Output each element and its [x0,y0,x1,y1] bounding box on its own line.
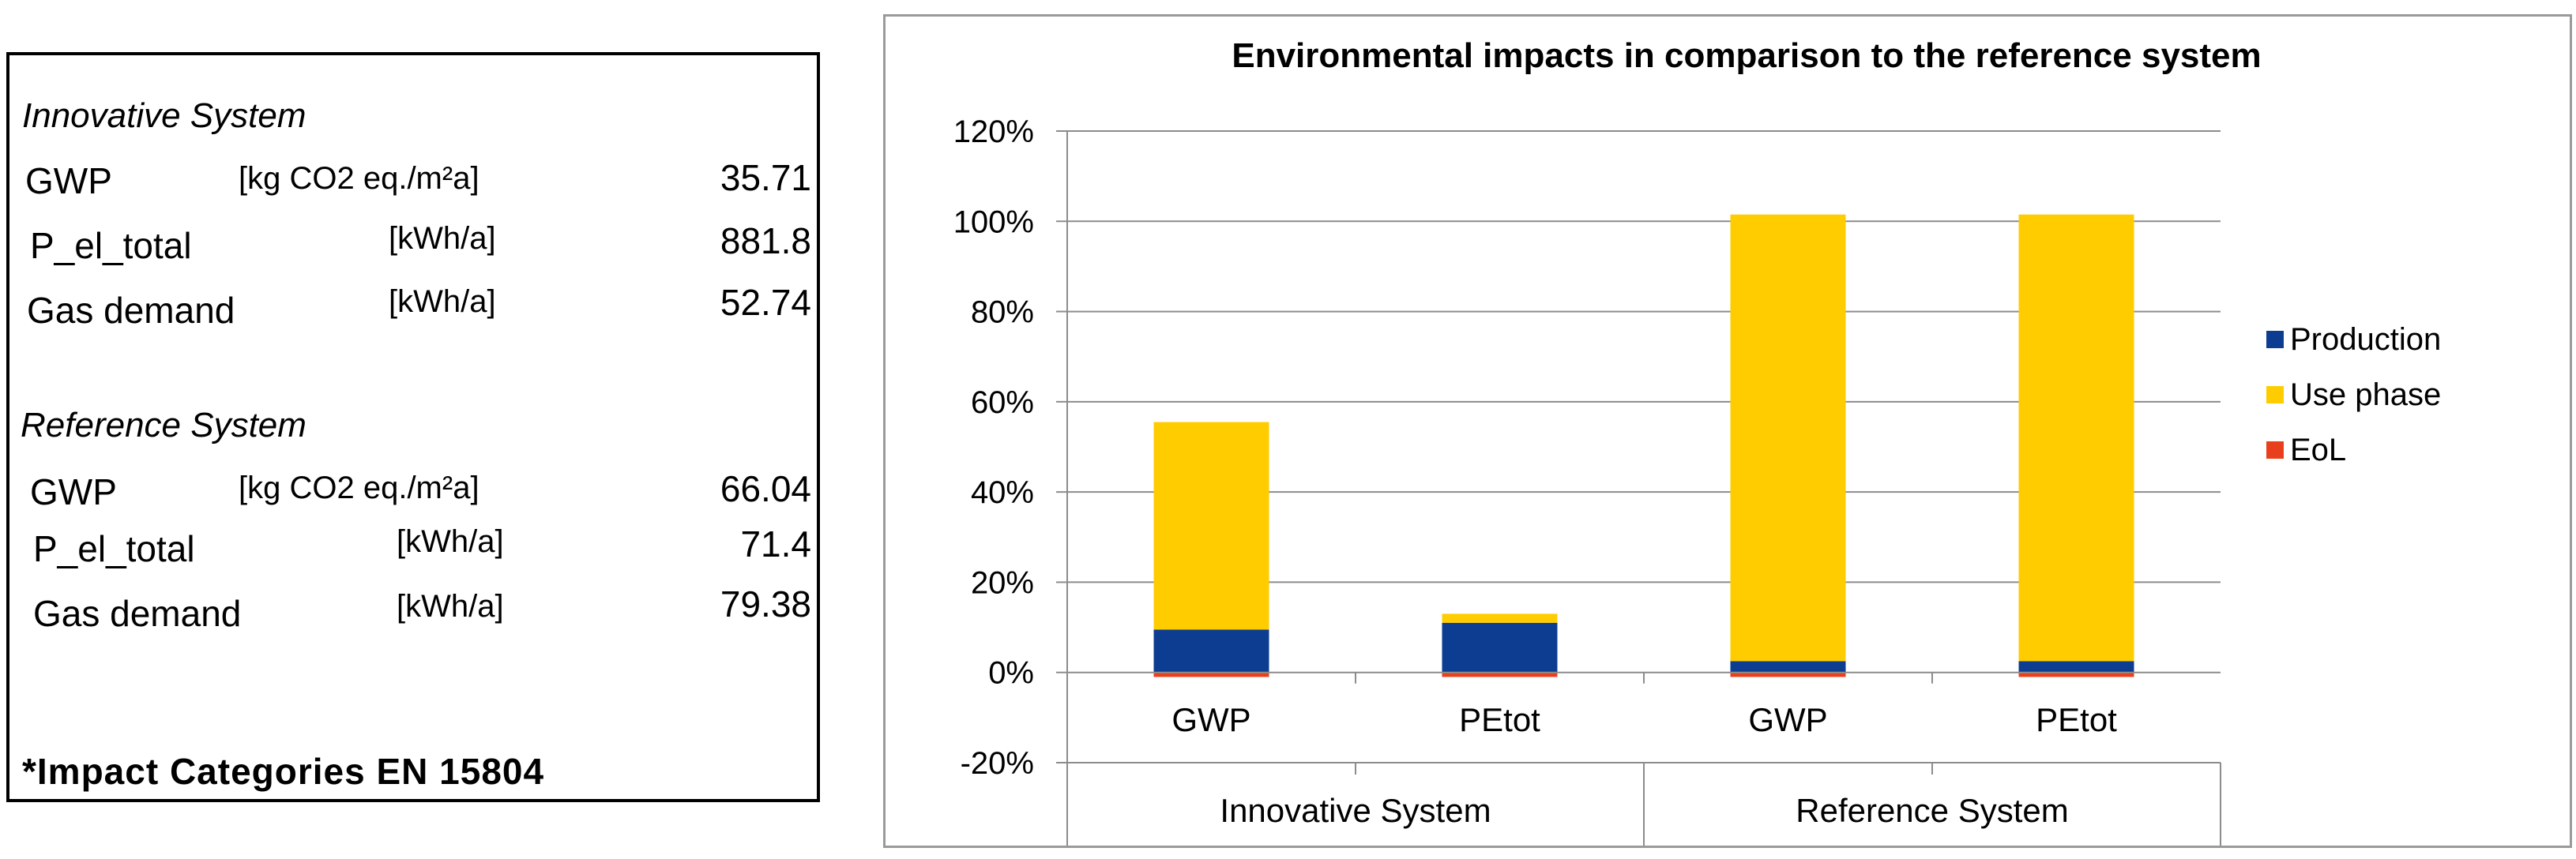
legend-swatch [2266,441,2284,459]
y-tick-label: 120% [953,114,1034,149]
reference-gwp-value: 66.04 [720,468,811,509]
legend-swatch [2266,331,2284,348]
bar-use-phase [1442,613,1558,623]
bar-production [2018,661,2134,673]
reference-gwp-label: GWP [30,471,117,512]
group-label: Innovative System [1220,792,1491,829]
y-tick-label: 20% [971,565,1034,600]
reference-pel-value: 71.4 [740,523,811,565]
innovative-gwp-unit: [kg CO2 eq./m²a] [239,161,479,196]
innovative-gas-unit: [kWh/a] [389,284,496,319]
bar-use-phase [1730,214,1846,662]
bar-production [1730,661,1846,673]
y-tick-label: -20% [961,746,1034,781]
bar-use-phase [2018,214,2134,662]
bar-eol [1153,672,1269,677]
category-label: GWP [1171,701,1250,738]
innovative-gas-value: 52.74 [720,282,811,323]
y-tick-label: 40% [971,475,1034,510]
bar-use-phase [1153,422,1269,630]
group-label: Reference System [1796,792,2068,829]
innovative-pel-value: 881.8 [720,220,811,261]
reference-pel-unit: [kWh/a] [397,524,504,559]
bar-production [1153,629,1269,673]
bars [1153,214,2134,677]
legend-swatch [2266,386,2284,403]
category-label: GWP [1748,701,1827,738]
innovative-gwp-value: 35.71 [720,157,811,198]
impact-categories-footnote: *Impact Categories EN 15804 [22,751,545,792]
bar-production [1442,622,1558,673]
y-tick-label: 60% [971,385,1034,420]
innovative-pel-label: P_el_total [30,225,192,266]
category-label: PEtot [1459,701,1540,738]
axes: -20% 0% 20% 40% 60% 80% 100% 120% GWP PEtot GWP PEt… [953,114,2221,846]
reference-system-title: Reference System [21,406,306,445]
bar-eol [1730,672,1846,677]
info-box: Innovative System GWP [kg CO2 eq./m²a] 3… [6,52,820,802]
bar-eol [1442,672,1558,677]
reference-pel-label: P_el_total [33,528,195,569]
chart-frame: Environmental impacts in comparison to t… [883,14,2572,848]
y-tick-label: 80% [971,295,1034,330]
innovative-gas-label: Gas demand [27,290,235,331]
legend-label: Use phase [2290,377,2441,412]
reference-gas-unit: [kWh/a] [397,589,504,624]
legend-label: EoL [2290,433,2346,467]
reference-gwp-unit: [kg CO2 eq./m²a] [239,471,479,505]
y-tick-label: 0% [988,656,1034,691]
reference-gas-label: Gas demand [33,593,242,634]
innovative-system-title: Innovative System [22,96,306,135]
innovative-pel-unit: [kWh/a] [389,221,496,256]
legend: Production Use phase EoL [2266,322,2441,467]
category-label: PEtot [2036,701,2117,738]
bar-eol [2018,672,2134,677]
innovative-gwp-label: GWP [25,160,112,201]
stacked-bar-chart: Environmental impacts in comparison to t… [953,36,2441,846]
reference-gas-value: 79.38 [720,583,811,625]
y-tick-label: 100% [953,204,1034,239]
chart-title: Environmental impacts in comparison to t… [1232,36,2261,75]
legend-label: Production [2290,322,2441,357]
